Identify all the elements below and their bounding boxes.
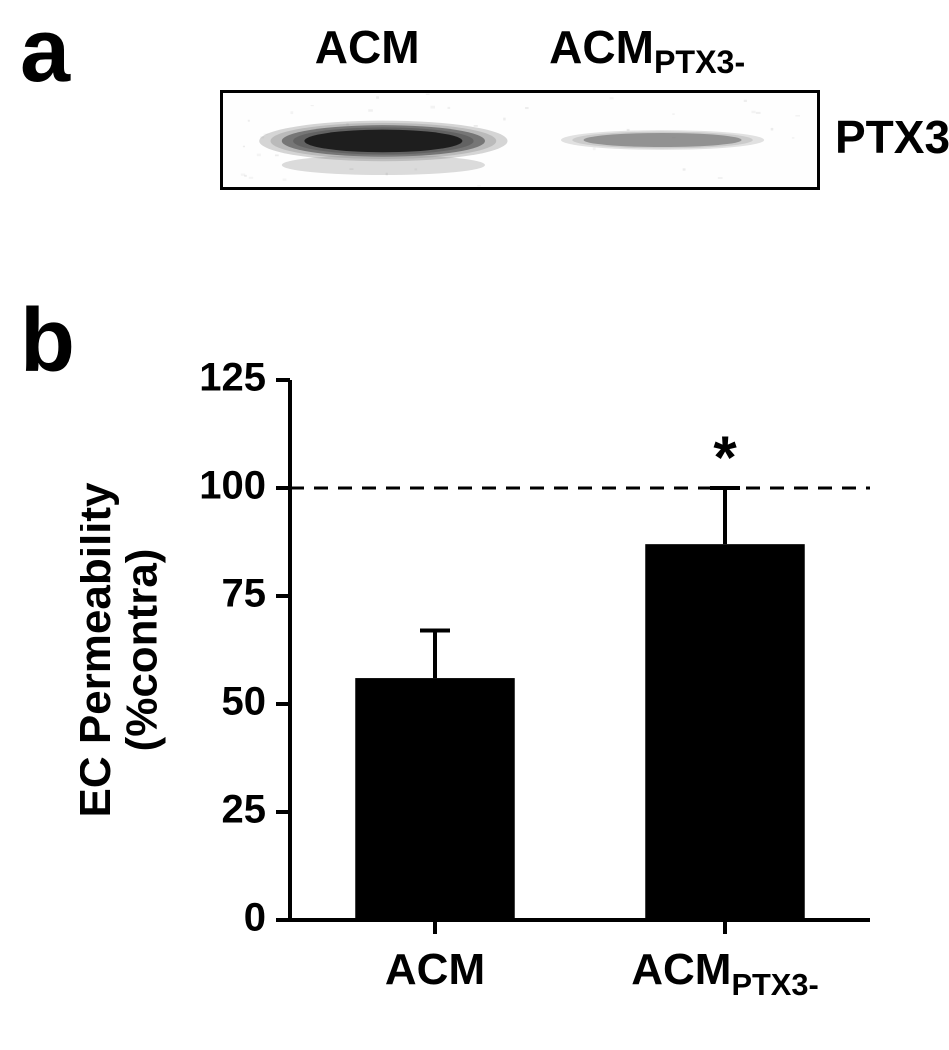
panel-a-header-right: ACMPTX3- — [549, 20, 745, 81]
bar — [645, 544, 805, 920]
chart-svg: 0 25 50 75 100 125 ACM * ACMPTX3- EC Permeability… — [80, 350, 900, 1030]
panel-a-label: a — [20, 0, 70, 103]
y-axis-label: EC Permeability(%contra) — [80, 482, 166, 818]
y-tick-label: 50 — [222, 680, 267, 724]
lane-label-acm-ptx3-prefix: ACM — [549, 21, 654, 73]
x-tick-label: ACMPTX3- — [631, 945, 818, 1002]
y-tick-label: 0 — [244, 896, 266, 940]
lane-label-acm-ptx3-sub: PTX3- — [654, 44, 745, 80]
y-tick-label: 125 — [199, 356, 266, 400]
blot-svg — [223, 93, 817, 187]
bar — [355, 678, 515, 920]
western-blot-image — [220, 90, 820, 190]
panel-a-headers: ACM ACMPTX3- — [250, 20, 810, 81]
significance-marker: * — [713, 424, 737, 491]
x-tick-label: ACM — [385, 945, 485, 994]
lane-label-acm: ACM — [315, 21, 420, 73]
y-tick-label: 25 — [222, 788, 267, 832]
panel-a-header-left: ACM — [315, 20, 420, 81]
blot-band-label-text: PTX3 — [835, 111, 949, 163]
blot-band-label: PTX3 — [835, 110, 949, 164]
y-tick-label: 100 — [199, 464, 266, 508]
y-tick-label: 75 — [222, 572, 267, 616]
bar-chart: 0 25 50 75 100 125 ACM * ACMPTX3- EC Permeability… — [80, 350, 900, 1030]
panel-b-label: b — [20, 290, 75, 393]
